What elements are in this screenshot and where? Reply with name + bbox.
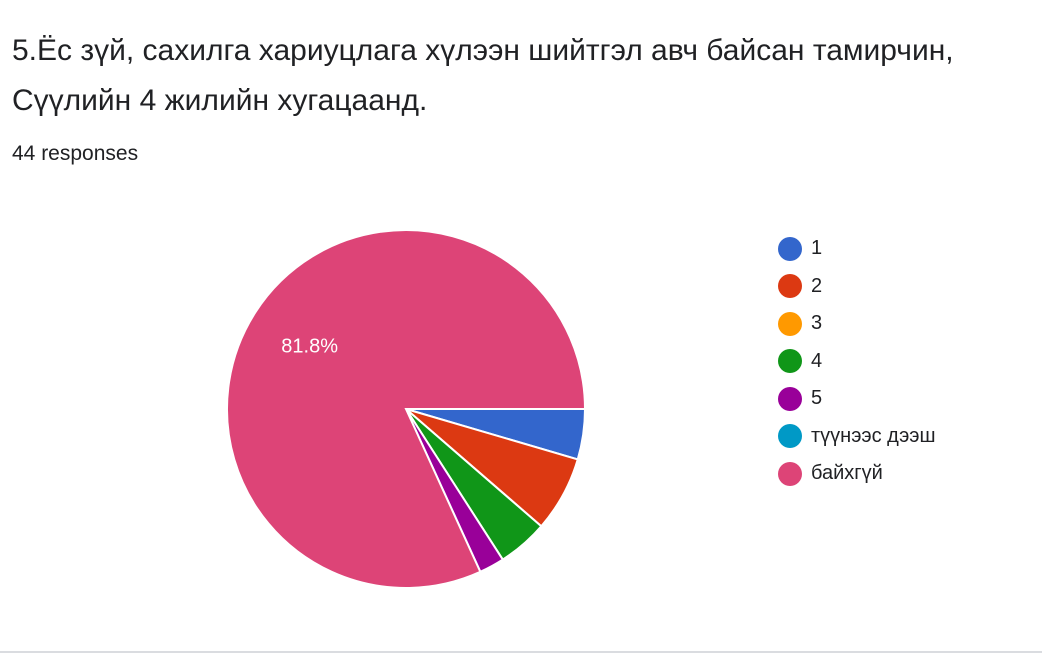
pie-slice-7[interactable]	[226, 229, 587, 589]
legend-item-3[interactable]: 3	[778, 305, 936, 343]
legend-item-5[interactable]: 5	[778, 380, 936, 418]
response-count: 44 responses	[12, 142, 139, 165]
legend-swatch-icon	[778, 424, 802, 449]
legend-swatch-icon	[778, 236, 802, 261]
chart-legend: 1 2 3 4 5 түүнээс дээш байхгүй	[778, 230, 936, 493]
legend-item-7[interactable]: байхгүй	[778, 455, 936, 493]
legend-item-1[interactable]: 1	[778, 230, 936, 268]
question-title: 5.Ёс зүй, сахилга хариуцлага хүлээн шийт…	[12, 26, 1037, 126]
card-divider	[0, 651, 1042, 653]
legend-label: 3	[811, 312, 823, 335]
legend-swatch-icon	[778, 386, 802, 411]
pie-data-label-1: 81.8%	[281, 335, 338, 357]
question-title-line-1: 5.Ёс зүй, сахилга хариуцлага хүлээн шийт…	[12, 34, 954, 67]
legend-swatch-icon	[778, 461, 802, 486]
legend-swatch-icon	[778, 311, 802, 336]
legend-label: байхгүй	[811, 462, 883, 485]
legend-label: түүнээс дээш	[811, 424, 936, 447]
question-title-line-2: Сүүлийн 4 жилийн хугацаанд.	[12, 84, 428, 117]
legend-label: 2	[811, 274, 823, 297]
legend-item-4[interactable]: 4	[778, 343, 936, 381]
legend-label: 4	[811, 349, 823, 372]
legend-swatch-icon	[778, 274, 802, 299]
legend-label: 5	[811, 387, 823, 410]
legend-item-6[interactable]: түүнээс дээш	[778, 418, 936, 456]
legend-item-2[interactable]: 2	[778, 268, 936, 306]
legend-label: 1	[811, 237, 823, 260]
legend-swatch-icon	[778, 349, 802, 374]
